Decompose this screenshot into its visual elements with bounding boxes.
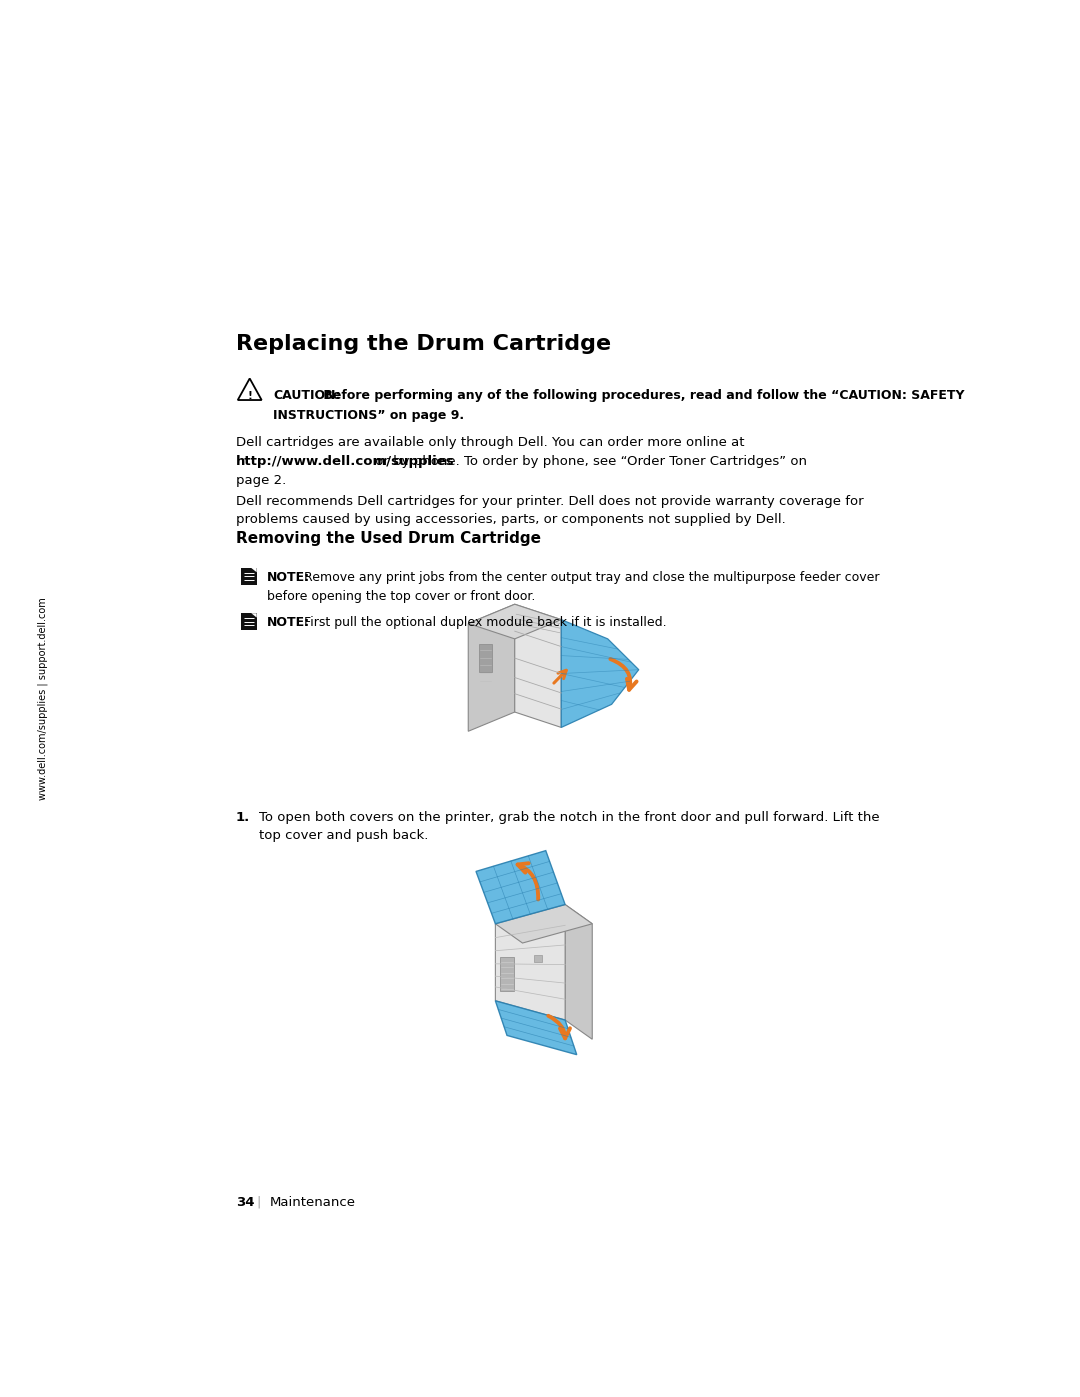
Text: 34: 34 — [235, 1196, 254, 1208]
Polygon shape — [252, 613, 257, 617]
FancyArrowPatch shape — [610, 659, 636, 690]
FancyBboxPatch shape — [500, 957, 514, 990]
Text: Dell cartridges are available only through Dell. You can order more online at: Dell cartridges are available only throu… — [235, 436, 744, 450]
FancyArrowPatch shape — [517, 863, 538, 900]
Text: INSTRUCTIONS” on page 9.: INSTRUCTIONS” on page 9. — [273, 409, 464, 422]
FancyBboxPatch shape — [241, 613, 257, 630]
FancyBboxPatch shape — [241, 567, 257, 584]
Polygon shape — [252, 569, 257, 573]
Polygon shape — [469, 605, 515, 731]
Text: page 2.: page 2. — [235, 474, 286, 488]
Polygon shape — [476, 851, 565, 923]
FancyArrowPatch shape — [549, 1016, 570, 1038]
Polygon shape — [496, 904, 592, 943]
Text: |: | — [256, 1196, 260, 1208]
Text: http://www.dell.com/supplies: http://www.dell.com/supplies — [235, 455, 455, 468]
Text: !: ! — [247, 391, 252, 401]
FancyArrowPatch shape — [554, 671, 566, 683]
Text: Maintenance: Maintenance — [270, 1196, 355, 1208]
Polygon shape — [496, 904, 565, 1020]
Text: Removing the Used Drum Cartridge: Removing the Used Drum Cartridge — [235, 531, 541, 546]
Text: 1.: 1. — [235, 810, 249, 824]
FancyBboxPatch shape — [480, 644, 491, 672]
Polygon shape — [515, 605, 562, 728]
Text: NOTE:: NOTE: — [267, 616, 310, 629]
Polygon shape — [562, 620, 638, 728]
Text: Replacing the Drum Cartridge: Replacing the Drum Cartridge — [235, 334, 611, 353]
Text: To open both covers on the printer, grab the notch in the front door and pull fo: To open both covers on the printer, grab… — [259, 810, 879, 841]
FancyBboxPatch shape — [535, 954, 542, 963]
Text: or by phone. To order by phone, see “Order Toner Cartridges” on: or by phone. To order by phone, see “Ord… — [372, 455, 808, 468]
Text: before opening the top cover or front door.: before opening the top cover or front do… — [267, 590, 535, 602]
Text: CAUTION:: CAUTION: — [273, 388, 340, 401]
Text: First pull the optional duplex module back if it is installed.: First pull the optional duplex module ba… — [299, 616, 666, 629]
Polygon shape — [469, 605, 562, 638]
Text: Remove any print jobs from the center output tray and close the multipurpose fee: Remove any print jobs from the center ou… — [299, 571, 879, 584]
Text: Before performing any of the following procedures, read and follow the “CAUTION:: Before performing any of the following p… — [320, 388, 964, 401]
Polygon shape — [496, 1000, 577, 1055]
Text: www.dell.com/supplies | support.dell.com: www.dell.com/supplies | support.dell.com — [38, 597, 49, 800]
Polygon shape — [565, 904, 592, 1039]
Text: NOTE:: NOTE: — [267, 571, 310, 584]
Text: Dell recommends Dell cartridges for your printer. Dell does not provide warranty: Dell recommends Dell cartridges for your… — [235, 495, 863, 525]
